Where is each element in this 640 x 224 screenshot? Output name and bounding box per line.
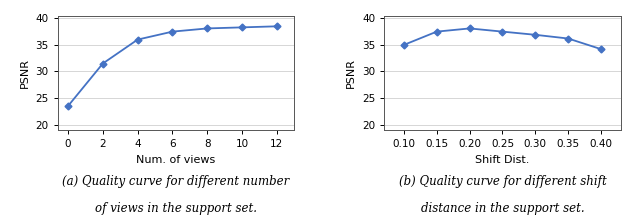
Y-axis label: PSNR: PSNR bbox=[20, 58, 30, 88]
X-axis label: Num. of views: Num. of views bbox=[136, 155, 216, 164]
Text: (a) Quality curve for different number: (a) Quality curve for different number bbox=[62, 175, 289, 188]
Y-axis label: PSNR: PSNR bbox=[346, 58, 356, 88]
Text: of views in the support set.: of views in the support set. bbox=[95, 202, 257, 215]
X-axis label: Shift Dist.: Shift Dist. bbox=[476, 155, 530, 164]
Text: distance in the support set.: distance in the support set. bbox=[420, 202, 584, 215]
Text: (b) Quality curve for different shift: (b) Quality curve for different shift bbox=[399, 175, 606, 188]
